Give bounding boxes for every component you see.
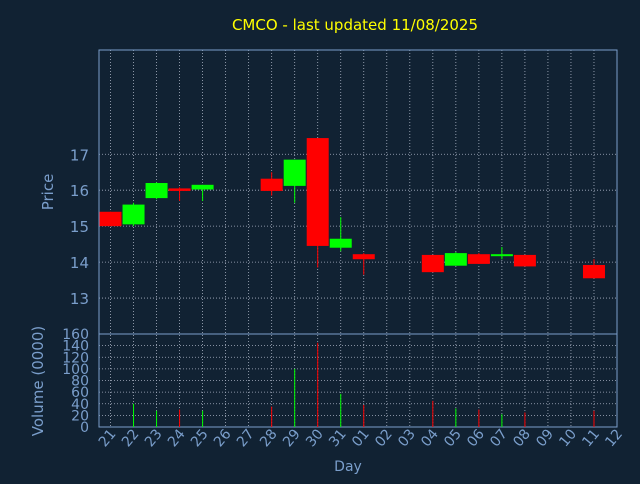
candle-body xyxy=(352,254,375,260)
price-tick-label: 16 xyxy=(70,182,89,200)
candle xyxy=(306,138,329,268)
day-tick-label: 29 xyxy=(280,426,304,450)
volume-tick-label: 120 xyxy=(62,350,89,366)
day-tick-label: 03 xyxy=(395,426,419,450)
candle xyxy=(467,253,490,264)
day-tick-label: 30 xyxy=(303,426,327,450)
volume-tick-label: 80 xyxy=(71,374,89,390)
volume-tick-label: 40 xyxy=(71,397,89,413)
chart-title: CMCO - last updated 11/08/2025 xyxy=(232,16,478,34)
candle-body xyxy=(191,184,214,190)
day-tick-label: 25 xyxy=(188,426,212,450)
day-tick-label: 06 xyxy=(464,426,488,450)
day-tick-label: 24 xyxy=(165,426,189,450)
candle xyxy=(168,187,191,201)
candle-body xyxy=(306,138,329,246)
volume-tick-label: 60 xyxy=(71,385,89,401)
candle xyxy=(329,217,352,252)
candle-body xyxy=(421,254,444,273)
day-tick-label: 26 xyxy=(211,426,235,450)
volume-tick-label: 20 xyxy=(71,408,89,424)
day-tick-label: 22 xyxy=(119,426,143,450)
day-tick-label: 11 xyxy=(579,426,603,450)
candle xyxy=(260,172,283,196)
candle xyxy=(122,202,145,227)
day-tick-label: 12 xyxy=(602,426,626,450)
volume-tick-label: 100 xyxy=(62,362,89,378)
candle xyxy=(352,253,375,275)
volume-tick-label: 0 xyxy=(80,420,89,436)
day-tick-label: 21 xyxy=(96,426,120,450)
price-tick-label: 17 xyxy=(70,146,89,164)
volume-tick-label: 160 xyxy=(62,327,89,343)
price-panel-frame xyxy=(98,49,618,335)
price-axis-label: Price xyxy=(39,174,57,211)
day-tick-label: 02 xyxy=(372,426,396,450)
day-tick-label: 28 xyxy=(257,426,281,450)
day-tick-label: 08 xyxy=(510,426,534,450)
candle xyxy=(582,259,605,279)
price-tick-label: 13 xyxy=(70,290,89,308)
day-tick-label: 05 xyxy=(441,426,465,450)
candle-body xyxy=(490,254,513,257)
day-tick-label: 23 xyxy=(142,426,166,450)
candle xyxy=(145,182,168,200)
grid-lines xyxy=(99,50,618,427)
candle-body xyxy=(329,238,352,248)
candle xyxy=(283,159,306,203)
day-tick-label: 27 xyxy=(234,426,258,450)
day-tick-label: 07 xyxy=(487,426,511,450)
candle xyxy=(513,254,536,267)
candle-body xyxy=(122,204,145,225)
candle xyxy=(490,247,513,260)
price-tick-label: 15 xyxy=(70,218,89,236)
day-axis-label: Day xyxy=(334,459,362,475)
candle-body xyxy=(145,183,168,199)
candle-body xyxy=(99,211,122,227)
volume-panel-frame xyxy=(98,333,618,428)
candle xyxy=(444,252,467,266)
day-tick-label: 09 xyxy=(533,426,557,450)
candle-body xyxy=(582,264,605,279)
candle xyxy=(421,254,444,273)
candle-body xyxy=(283,159,306,186)
day-tick-label: 01 xyxy=(349,426,373,450)
volume-axis-label: Volume (0000) xyxy=(29,326,47,436)
day-tick-label: 10 xyxy=(556,426,580,450)
candle-body xyxy=(168,188,191,191)
volume-tick-label: 140 xyxy=(62,339,89,355)
candle-body xyxy=(513,254,536,267)
price-tick-label: 14 xyxy=(70,254,89,272)
candle xyxy=(191,184,214,201)
day-tick-label: 31 xyxy=(326,426,350,450)
candle-body xyxy=(444,253,467,266)
candle-body xyxy=(260,178,283,191)
candle xyxy=(99,211,122,227)
day-tick-label: 04 xyxy=(418,426,442,450)
candle-body xyxy=(467,254,490,264)
